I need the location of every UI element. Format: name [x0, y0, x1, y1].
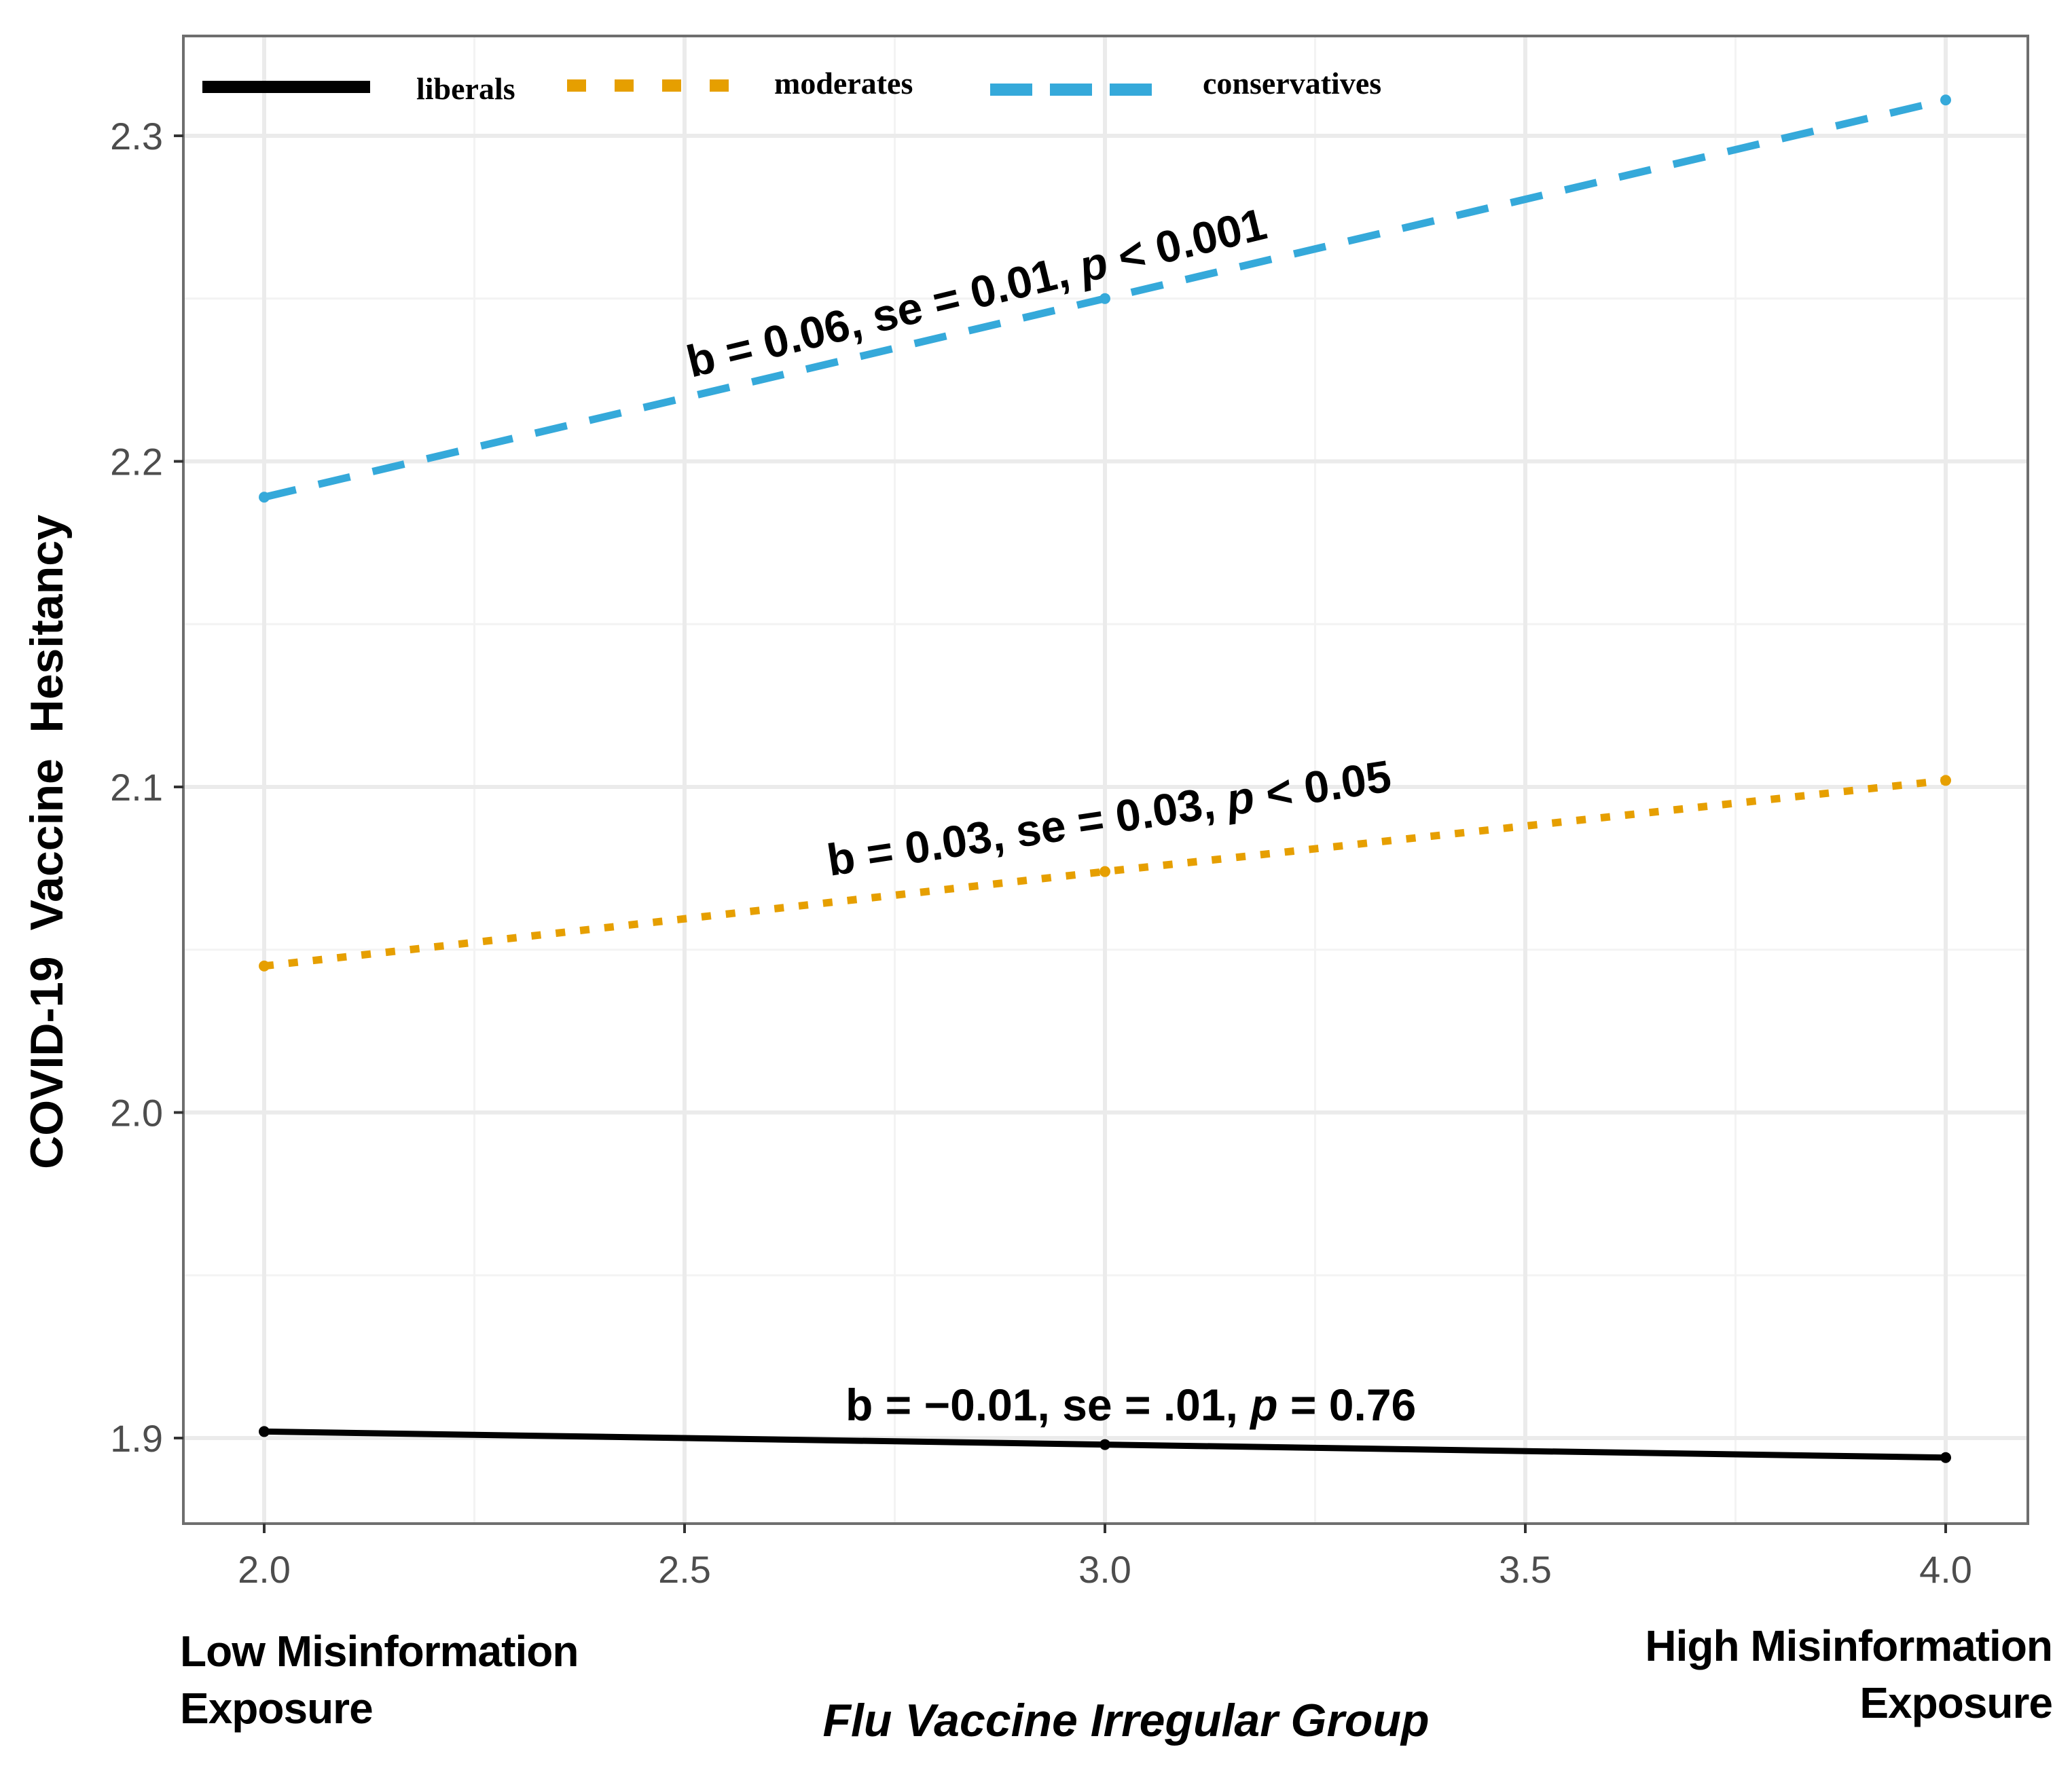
series-point-moderates — [1940, 775, 1951, 786]
x-low-label-line1: Low Misinformation — [180, 1627, 578, 1676]
y-tick-label: 2.1 — [110, 766, 163, 809]
x-tick-label: 2.5 — [658, 1548, 711, 1591]
legend-label-conservatives: conservatives — [1203, 66, 1381, 100]
x-axis-title: Flu Vaccine Irregular Group — [822, 1695, 1429, 1746]
y-axis-title: COVID-19 Vaccine Hesitancy — [21, 515, 73, 1169]
series-point-moderates — [259, 960, 270, 972]
y-tick-label: 2.2 — [110, 441, 163, 483]
y-axis-ticks: 1.9 2.0 2.1 2.2 2.3 — [110, 115, 183, 1460]
y-tick-label: 2.3 — [110, 115, 163, 158]
major-gridlines — [183, 36, 2028, 1524]
series-point-conservatives — [1940, 94, 1951, 106]
x-axis-ticks: 2.0 2.5 3.0 3.5 4.0 — [238, 1524, 1972, 1591]
series-layer — [259, 94, 1951, 1463]
x-low-label-line2: Exposure — [180, 1684, 373, 1733]
series-point-liberals — [1099, 1439, 1110, 1450]
x-tick-label: 3.5 — [1499, 1548, 1552, 1591]
y-tick-label: 1.9 — [110, 1417, 163, 1460]
x-tick-label: 2.0 — [238, 1548, 291, 1591]
legend-label-liberals: liberals — [416, 71, 515, 106]
series-point-liberals — [259, 1426, 270, 1437]
x-tick-label: 3.0 — [1078, 1548, 1131, 1591]
series-point-moderates — [1099, 866, 1110, 877]
series-point-conservatives — [259, 492, 270, 503]
x-high-label-line1: High Misinformation — [1645, 1621, 2052, 1670]
legend-label-moderates: moderates — [774, 66, 913, 100]
x-high-label-line2: Exposure — [1859, 1678, 2052, 1727]
annotation-liberals: b = −0.01, se = .01, p = 0.76 — [846, 1380, 1416, 1430]
series-point-liberals — [1940, 1452, 1951, 1463]
series-point-conservatives — [1099, 293, 1110, 304]
x-tick-label: 4.0 — [1919, 1548, 1972, 1591]
legend: liberals moderates conservatives — [202, 66, 1381, 106]
y-tick-label: 2.0 — [110, 1092, 163, 1135]
